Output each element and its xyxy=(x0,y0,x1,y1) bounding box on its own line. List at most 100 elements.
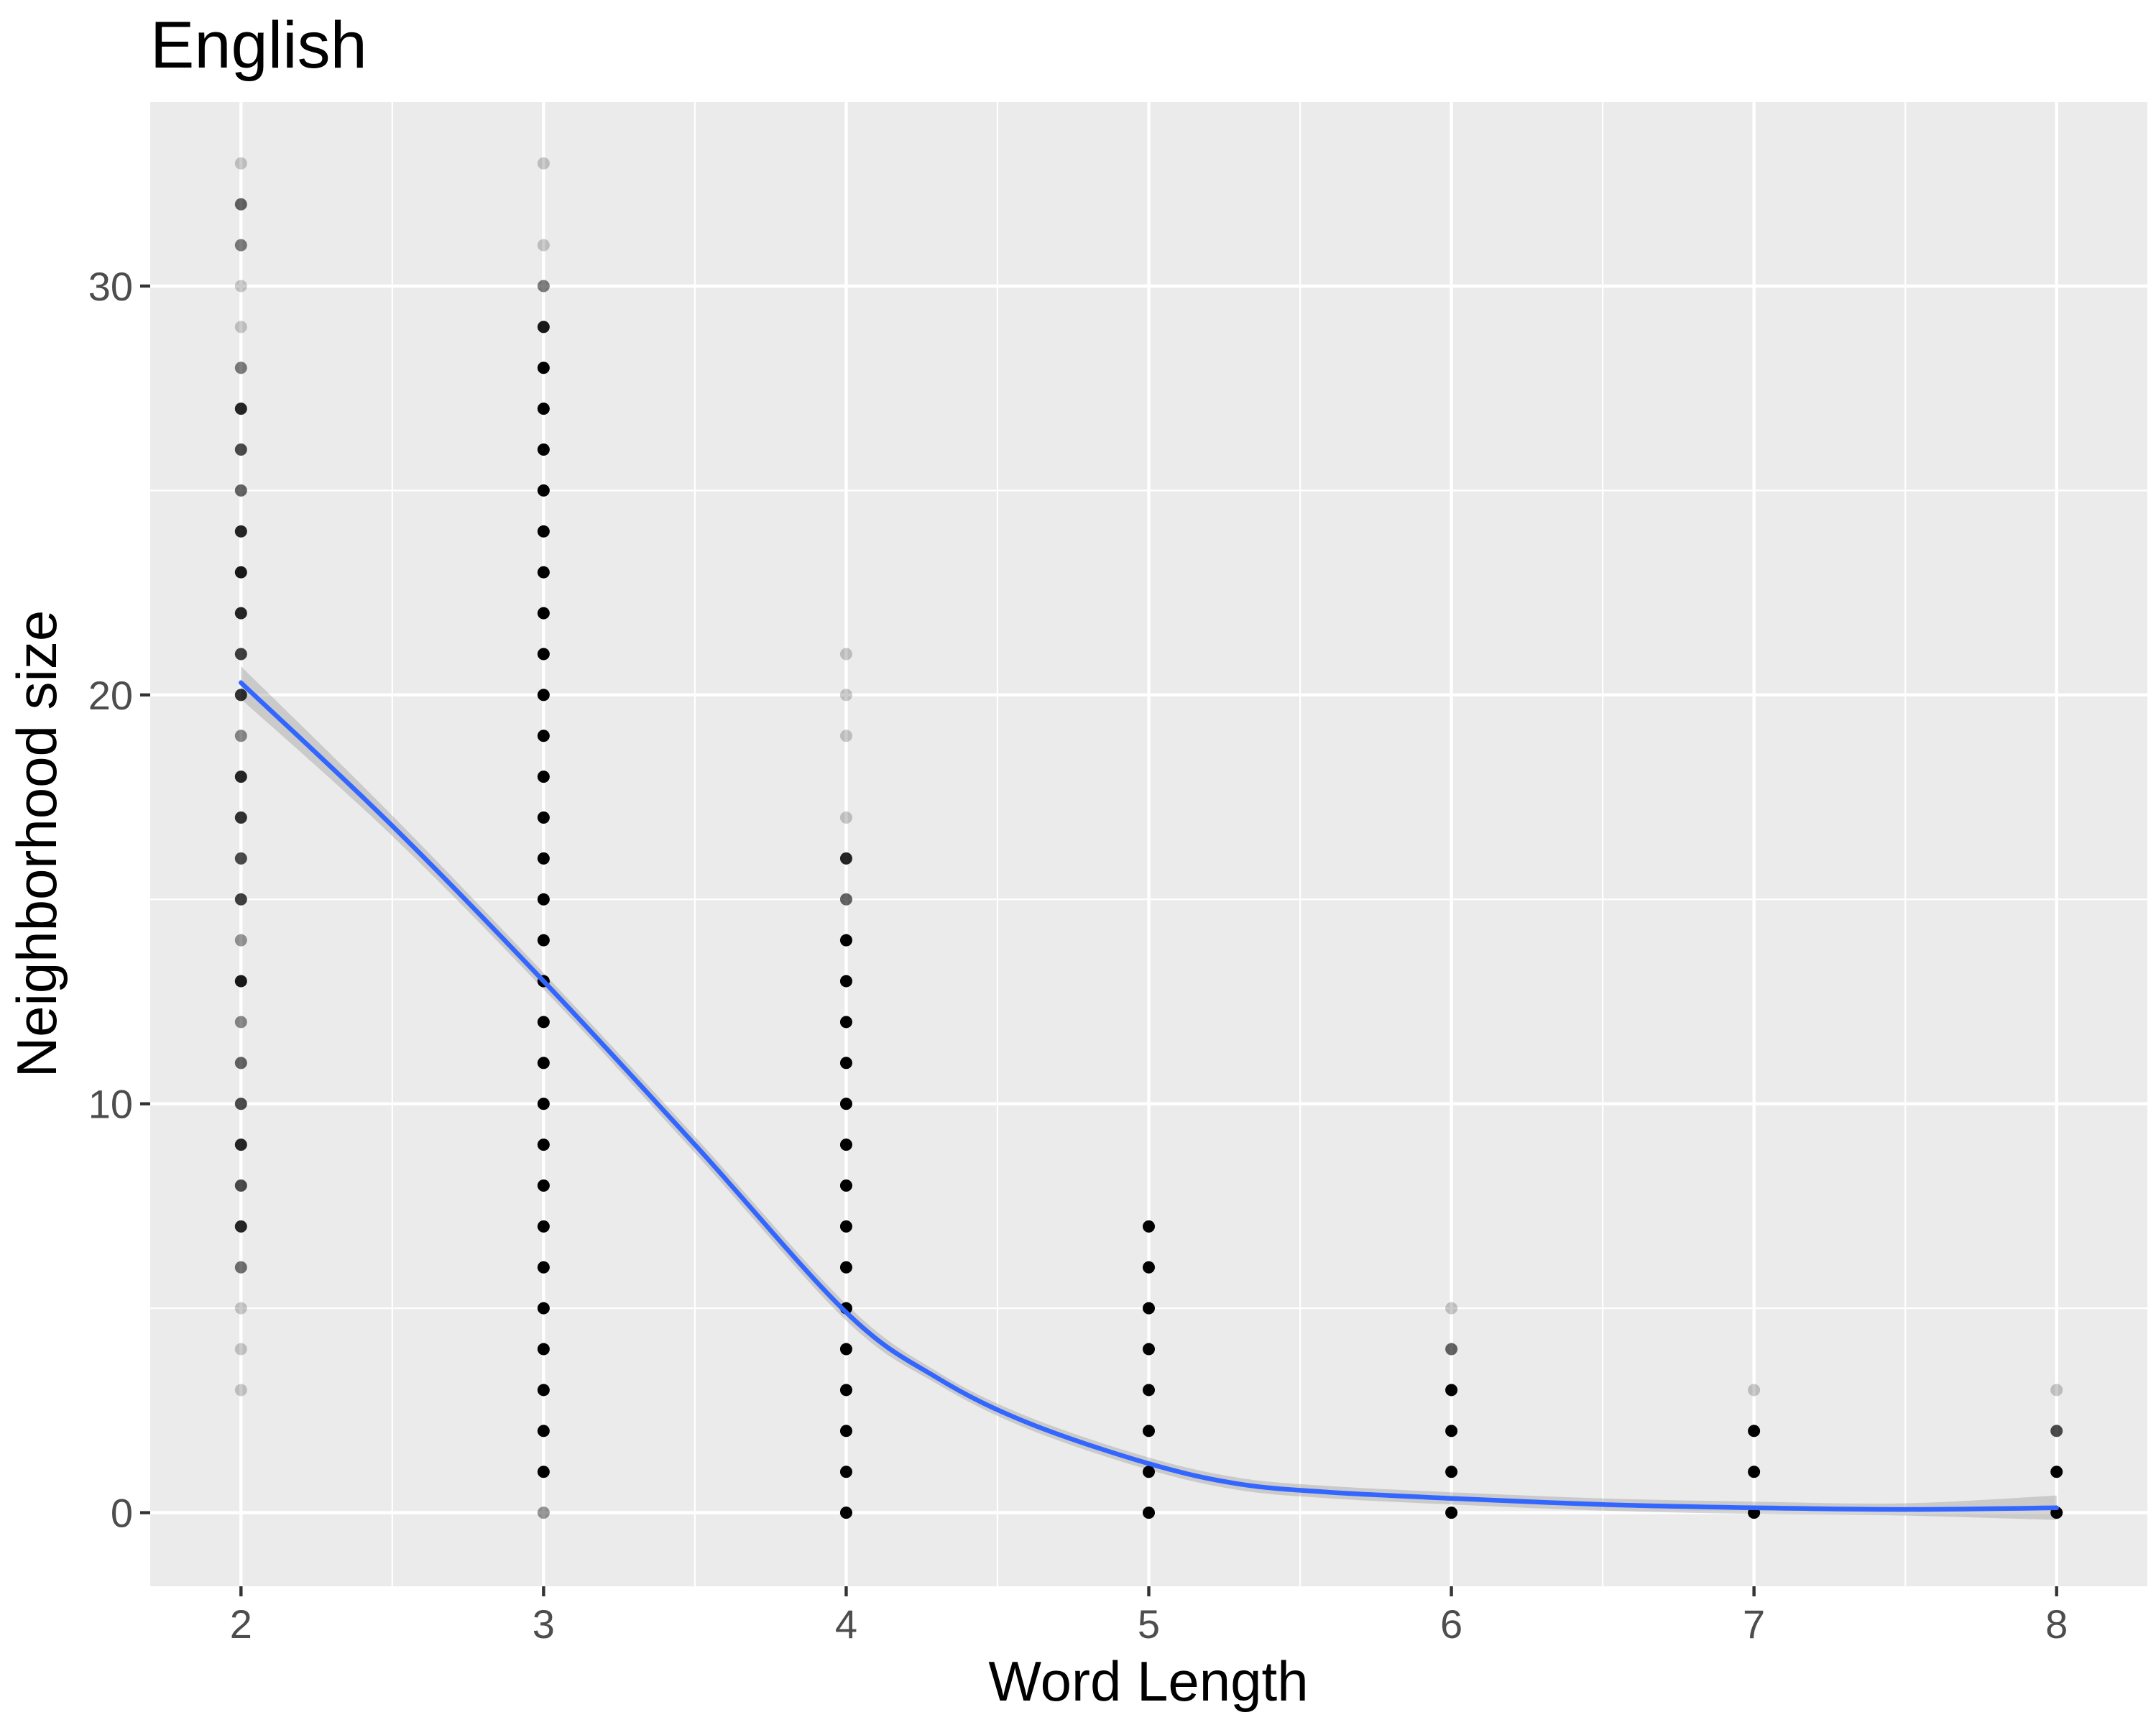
smooth-line xyxy=(239,680,2059,1512)
data-point xyxy=(1445,1506,1458,1519)
data-point xyxy=(839,1016,852,1029)
smooth-line-layer xyxy=(239,680,2059,1512)
data-point xyxy=(2050,1466,2063,1478)
data-point xyxy=(537,402,550,415)
data-point xyxy=(537,730,550,742)
data-point xyxy=(537,893,550,906)
data-point xyxy=(537,607,550,620)
data-point xyxy=(234,648,247,661)
data-point xyxy=(234,157,247,170)
data-point xyxy=(537,1057,550,1070)
data-point xyxy=(1143,1466,1155,1478)
data-point xyxy=(537,157,550,170)
data-point xyxy=(839,1220,852,1233)
data-point xyxy=(839,689,852,702)
data-point xyxy=(839,1506,852,1519)
y-axis-title: Neighborhood size xyxy=(5,610,68,1077)
data-point xyxy=(839,1098,852,1110)
data-point xyxy=(1748,1384,1761,1397)
data-point xyxy=(537,443,550,456)
data-point xyxy=(1143,1261,1155,1274)
data-point xyxy=(234,1261,247,1274)
x-tick-label: 7 xyxy=(1743,1601,1765,1647)
y-tick-label: 0 xyxy=(111,1491,133,1536)
data-point xyxy=(537,321,550,334)
data-point xyxy=(537,362,550,374)
data-point xyxy=(234,607,247,620)
data-point xyxy=(234,1057,247,1070)
data-point xyxy=(537,1016,550,1029)
data-point xyxy=(1445,1343,1458,1356)
data-point xyxy=(234,525,247,538)
data-point xyxy=(839,1425,852,1438)
data-point xyxy=(537,1220,550,1233)
data-point xyxy=(234,239,247,252)
data-point xyxy=(234,770,247,783)
data-point xyxy=(1143,1506,1155,1519)
data-point xyxy=(1748,1466,1761,1478)
data-point xyxy=(234,1179,247,1192)
data-point xyxy=(839,1057,852,1070)
data-point xyxy=(537,239,550,252)
data-point xyxy=(234,280,247,293)
data-point xyxy=(839,1261,852,1274)
data-point xyxy=(537,1138,550,1151)
data-point xyxy=(1143,1220,1155,1233)
x-tick-label: 6 xyxy=(1440,1601,1462,1647)
data-point xyxy=(537,1425,550,1438)
data-point xyxy=(537,811,550,824)
data-point xyxy=(234,1098,247,1110)
data-point xyxy=(537,934,550,947)
data-point xyxy=(839,811,852,824)
data-point xyxy=(537,1384,550,1397)
data-point xyxy=(839,648,852,661)
data-point xyxy=(1143,1425,1155,1438)
data-point xyxy=(839,730,852,742)
y-tick-label: 30 xyxy=(88,264,133,309)
data-point xyxy=(234,852,247,865)
data-point xyxy=(537,1466,550,1478)
x-axis-title: Word Length xyxy=(988,1650,1308,1713)
data-point xyxy=(1445,1466,1458,1478)
data-point xyxy=(537,1098,550,1110)
data-point xyxy=(234,1138,247,1151)
data-point xyxy=(839,934,852,947)
data-point xyxy=(234,934,247,947)
major-gridlines xyxy=(150,102,2147,1586)
data-point xyxy=(537,648,550,661)
data-point xyxy=(234,1343,247,1356)
x-tick-label: 3 xyxy=(533,1601,555,1647)
data-point xyxy=(234,1302,247,1315)
data-point xyxy=(839,1466,852,1478)
data-point xyxy=(839,1138,852,1151)
data-point xyxy=(234,893,247,906)
data-point xyxy=(234,484,247,497)
data-point xyxy=(234,1016,247,1029)
data-point xyxy=(234,1220,247,1233)
x-tick-label: 5 xyxy=(1138,1601,1160,1647)
data-point xyxy=(1143,1302,1155,1315)
minor-gridlines xyxy=(150,102,2147,1586)
data-point xyxy=(537,1179,550,1192)
data-point xyxy=(1143,1343,1155,1356)
data-point xyxy=(234,730,247,742)
x-tick-label: 8 xyxy=(2045,1601,2068,1647)
data-point xyxy=(537,484,550,497)
data-point xyxy=(1445,1384,1458,1397)
data-point xyxy=(1143,1384,1155,1397)
data-point xyxy=(537,852,550,865)
data-point xyxy=(234,811,247,824)
data-point xyxy=(537,1261,550,1274)
points-layer xyxy=(234,157,2063,1519)
data-point xyxy=(234,362,247,374)
data-point xyxy=(537,1343,550,1356)
data-point xyxy=(839,852,852,865)
data-point xyxy=(839,975,852,988)
data-point xyxy=(537,1506,550,1519)
data-point xyxy=(839,893,852,906)
data-point xyxy=(839,1343,852,1356)
data-point xyxy=(1445,1302,1458,1315)
data-point xyxy=(537,525,550,538)
x-tick-label: 4 xyxy=(835,1601,857,1647)
